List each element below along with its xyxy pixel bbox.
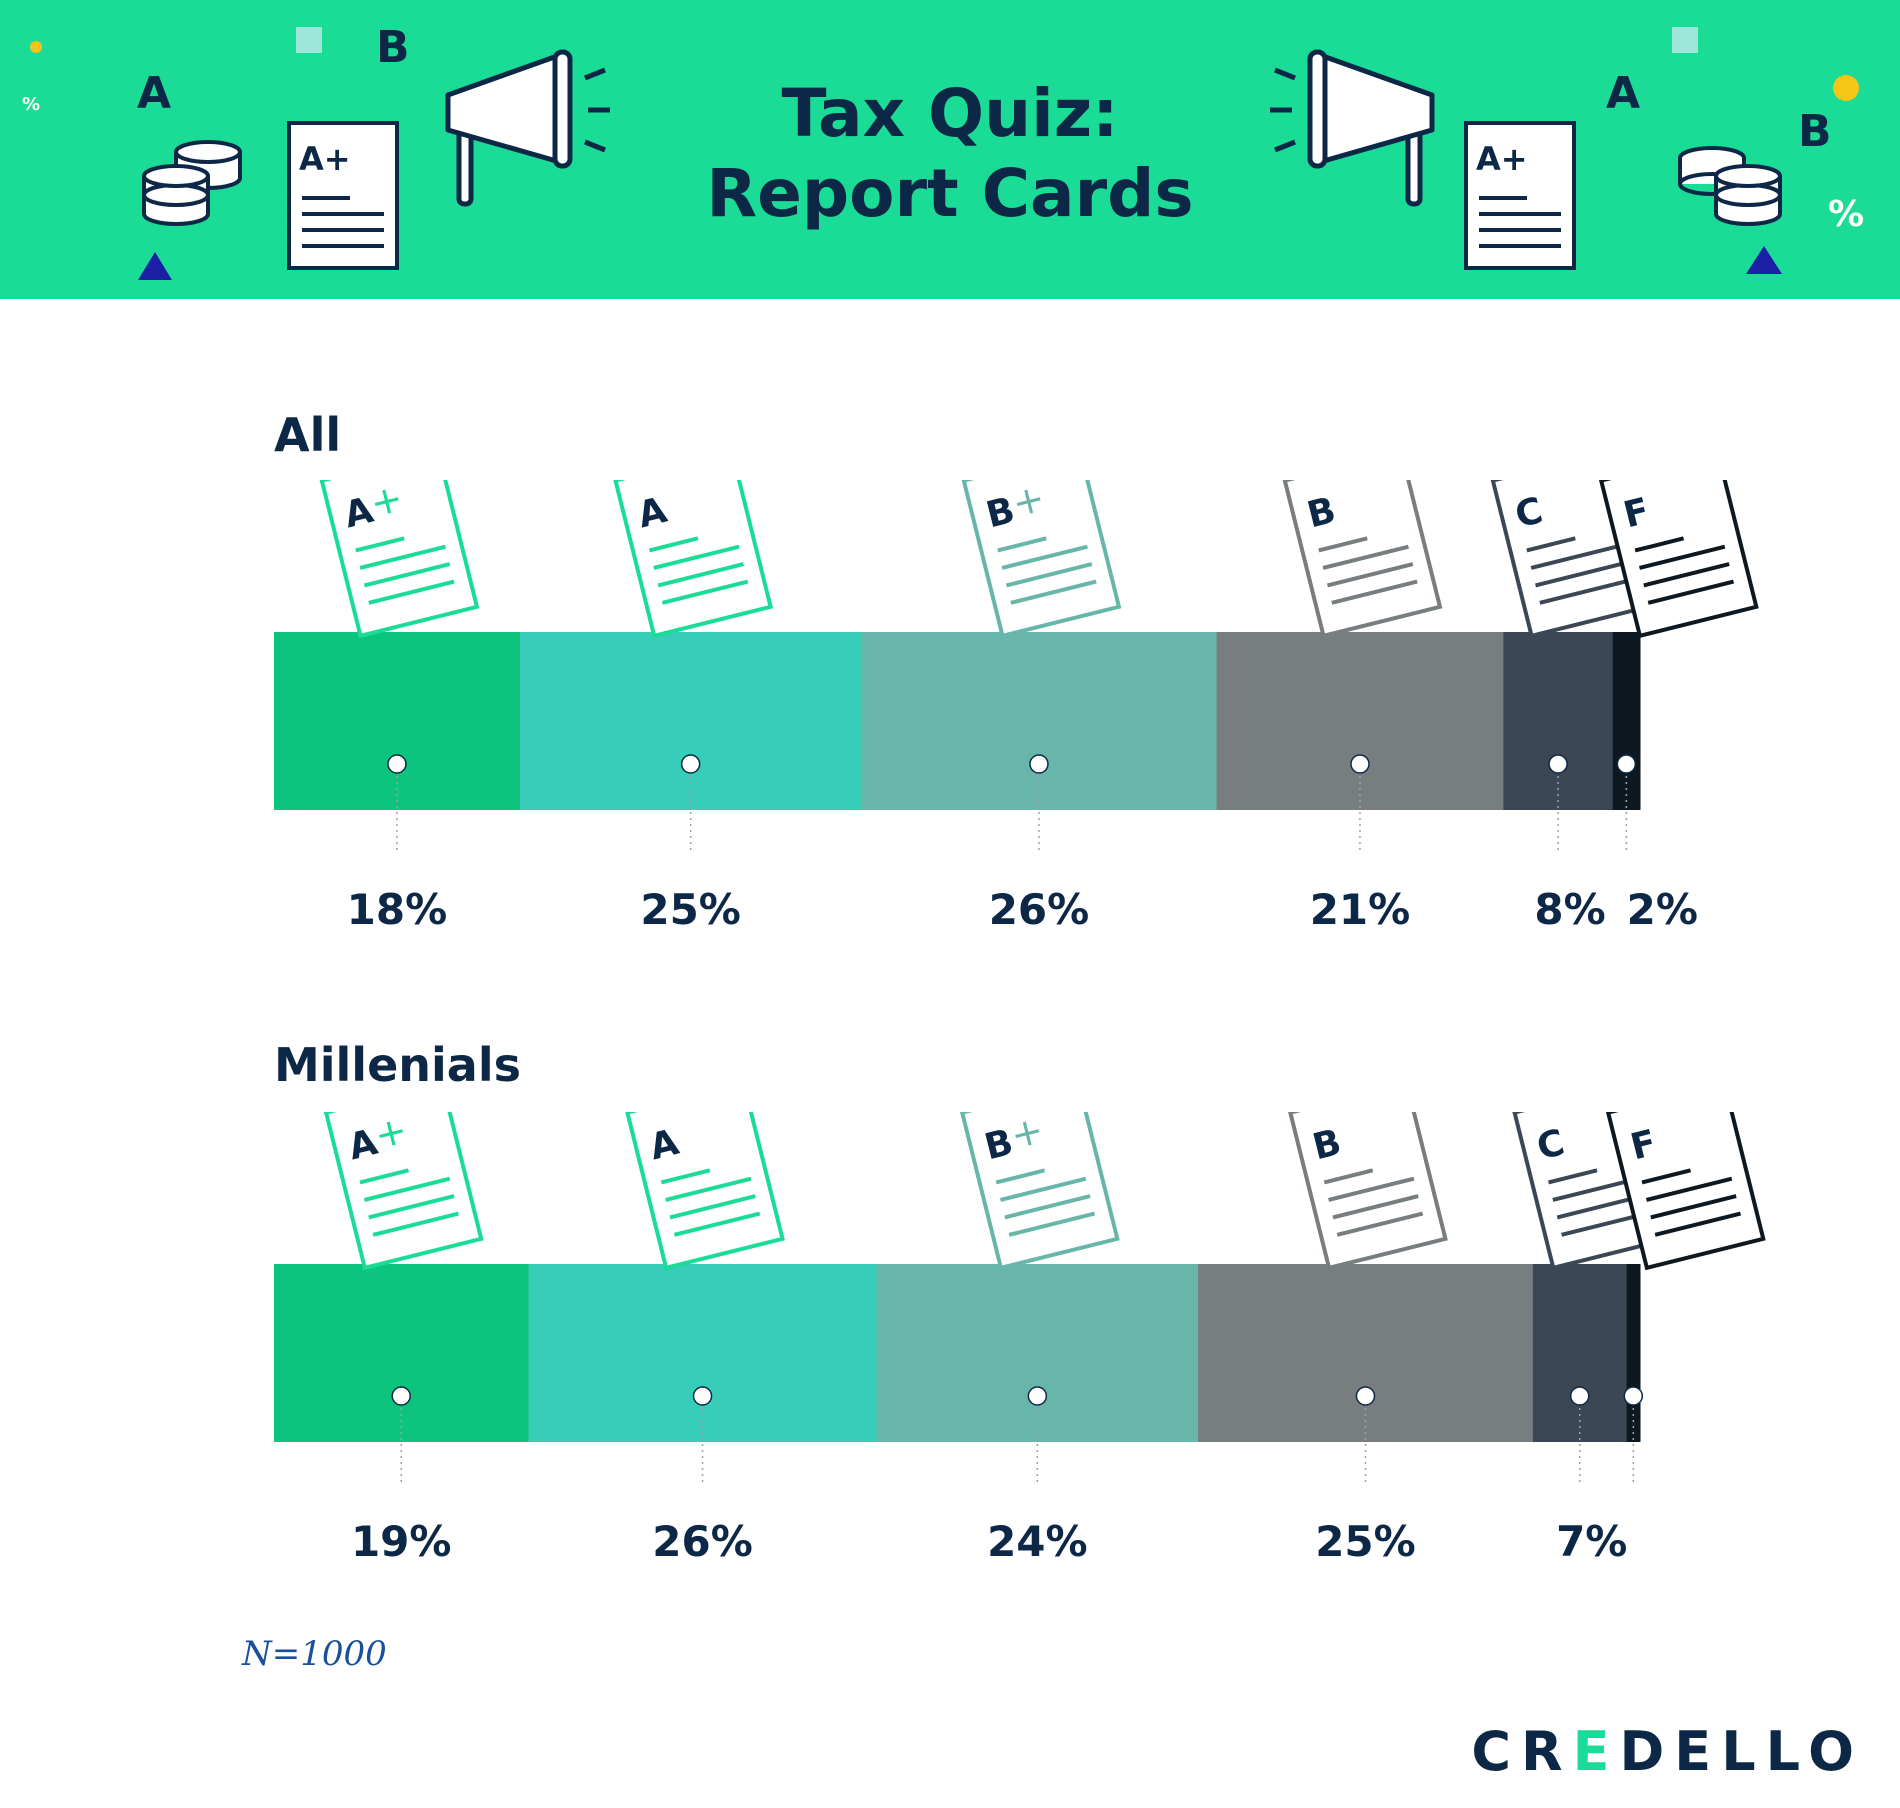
bar-segment-c bbox=[1532, 1264, 1628, 1442]
report-card-icon: B bbox=[1282, 480, 1443, 639]
value-marker bbox=[1355, 1386, 1376, 1406]
stacked-bar-chart-millenials: A+ A B+ B C F19% 26% 24% 25% 7% bbox=[274, 1112, 1766, 1566]
brand-logo-part: DELLO bbox=[1619, 1720, 1864, 1783]
value-label: 25% bbox=[640, 885, 741, 934]
chart-title-millenials: Millenials bbox=[274, 1038, 521, 1092]
report-card-icon: B+ bbox=[959, 1112, 1120, 1271]
megaphone-icon bbox=[445, 49, 610, 207]
square-icon bbox=[1672, 27, 1698, 53]
coins-stack-icon bbox=[142, 140, 242, 226]
value-label: 8% bbox=[1534, 885, 1605, 934]
stacked-bar-chart-all: A+ A B+ B C F18% 25% 26% 21% 8% 2% bbox=[274, 480, 1759, 934]
report-card-icon: A+ bbox=[1464, 121, 1576, 270]
value-label: 2% bbox=[1627, 885, 1698, 934]
brand-logo: CREDELLO bbox=[1471, 1720, 1864, 1783]
square-icon bbox=[296, 27, 322, 53]
brand-logo-accent: E bbox=[1572, 1720, 1620, 1783]
report-card-icon: A+ bbox=[287, 121, 399, 270]
bar-segment-b bbox=[1216, 632, 1504, 810]
dot-icon bbox=[1833, 75, 1859, 101]
bar-segment-a bbox=[528, 1264, 878, 1442]
brand-logo-part: CR bbox=[1471, 1720, 1573, 1783]
chart-title-all: All bbox=[274, 408, 342, 462]
value-marker bbox=[1027, 1386, 1048, 1406]
coins-stack-icon bbox=[1678, 146, 1782, 226]
report-card-icon: A+ bbox=[319, 480, 480, 639]
value-marker bbox=[1616, 754, 1637, 774]
report-card-icon: B+ bbox=[961, 480, 1122, 639]
value-label: 24% bbox=[987, 1517, 1088, 1566]
report-card-icon: B bbox=[1287, 1112, 1448, 1271]
value-label: 21% bbox=[1310, 885, 1411, 934]
header-banner: % A B A+ bbox=[0, 0, 1900, 299]
dot-icon bbox=[30, 41, 42, 53]
triangle-icon bbox=[138, 252, 172, 280]
page-title-line1: Tax Quiz: bbox=[781, 75, 1119, 152]
bar-segment-a bbox=[519, 632, 862, 810]
report-card-icon: A bbox=[624, 1112, 785, 1271]
sample-size-note: N=1000 bbox=[242, 1634, 387, 1674]
value-marker bbox=[391, 1386, 411, 1406]
bar-segment-b bbox=[1198, 1264, 1534, 1442]
percent-icon: % bbox=[1828, 194, 1864, 235]
letter-b-icon: B bbox=[376, 22, 410, 73]
bar-segment-a-plus bbox=[274, 632, 521, 810]
value-label: 18% bbox=[347, 885, 448, 934]
megaphone-icon bbox=[1270, 49, 1435, 207]
report-card-icon: A bbox=[613, 480, 774, 639]
value-label: 25% bbox=[1315, 1517, 1416, 1566]
triangle-icon bbox=[1746, 246, 1782, 274]
value-marker bbox=[1623, 1386, 1644, 1406]
value-marker bbox=[387, 754, 407, 774]
value-marker bbox=[1569, 1386, 1590, 1406]
value-marker bbox=[1350, 754, 1370, 774]
svg-text:A+: A+ bbox=[1476, 140, 1528, 178]
header-decorations: % A B A+ bbox=[22, 22, 1864, 280]
value-label: 26% bbox=[652, 1517, 753, 1566]
letter-a-icon: A bbox=[137, 68, 171, 119]
bar-segment-a-plus bbox=[274, 1264, 529, 1442]
percent-icon: % bbox=[22, 94, 40, 115]
bar-segment-b-plus bbox=[876, 1264, 1199, 1442]
value-label: 7% bbox=[1556, 1517, 1627, 1566]
bar-segment-f bbox=[1612, 632, 1641, 810]
letter-a-icon: A bbox=[1606, 68, 1640, 119]
letter-b-icon: B bbox=[1798, 106, 1832, 157]
value-marker bbox=[680, 754, 701, 774]
bar-segment-b-plus bbox=[861, 632, 1218, 810]
value-label: 19% bbox=[351, 1517, 452, 1566]
value-marker bbox=[1548, 754, 1568, 774]
bar-segment-c bbox=[1503, 632, 1614, 810]
svg-text:A+: A+ bbox=[299, 140, 351, 178]
page-title-line2: Report Cards bbox=[706, 155, 1194, 232]
value-label: 26% bbox=[989, 885, 1090, 934]
value-marker bbox=[692, 1386, 713, 1406]
value-marker bbox=[1029, 754, 1049, 774]
report-card-icon: F bbox=[1598, 480, 1759, 639]
report-card-icon: A+ bbox=[323, 1112, 484, 1271]
report-card-icon: F bbox=[1605, 1112, 1766, 1271]
